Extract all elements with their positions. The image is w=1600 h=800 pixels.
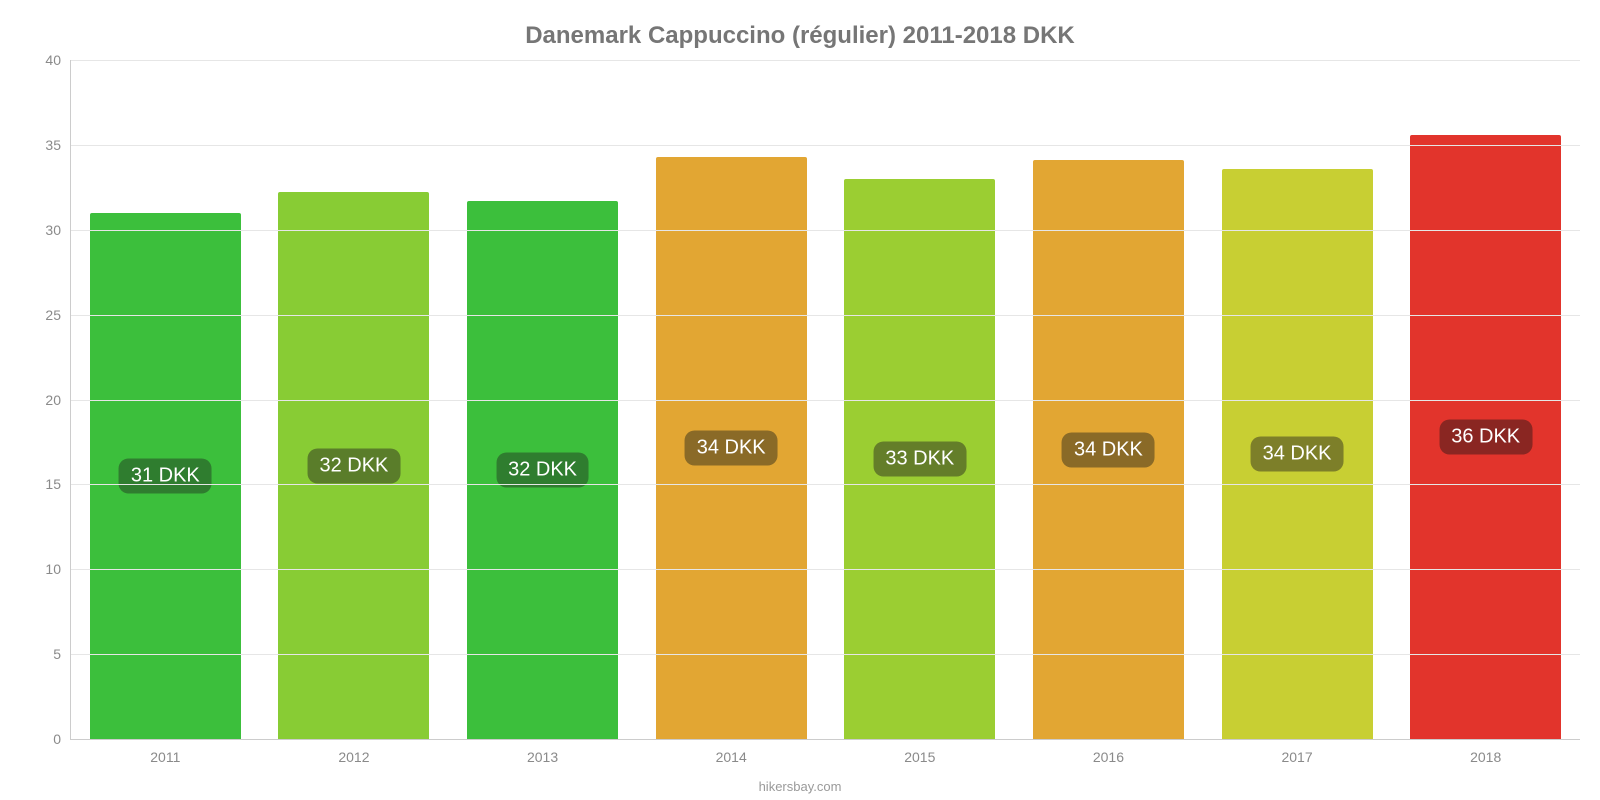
y-tick-label: 30	[45, 222, 71, 238]
x-tick-label: 2016	[1093, 739, 1124, 765]
gridline	[71, 145, 1580, 146]
bar-value-label: 33 DKK	[873, 441, 966, 476]
y-tick-label: 25	[45, 307, 71, 323]
plot-area: 31 DKK201132 DKK201232 DKK201334 DKK2014…	[70, 60, 1580, 740]
bar-value-label: 31 DKK	[119, 458, 212, 493]
gridline	[71, 230, 1580, 231]
y-tick-label: 20	[45, 392, 71, 408]
y-tick-label: 5	[53, 646, 71, 662]
x-tick-label: 2013	[527, 739, 558, 765]
bar-value-label: 36 DKK	[1439, 419, 1532, 454]
gridline	[71, 569, 1580, 570]
bar-value-label: 32 DKK	[307, 448, 400, 483]
bar-value-label: 34 DKK	[685, 430, 778, 465]
credit-text: hikersbay.com	[0, 779, 1600, 794]
y-tick-label: 35	[45, 137, 71, 153]
x-tick-label: 2015	[904, 739, 935, 765]
bar: 34 DKK	[656, 157, 807, 739]
x-tick-label: 2012	[338, 739, 369, 765]
x-tick-label: 2018	[1470, 739, 1501, 765]
x-tick-label: 2017	[1281, 739, 1312, 765]
bar-value-label: 34 DKK	[1062, 432, 1155, 467]
y-tick-label: 15	[45, 476, 71, 492]
y-tick-label: 40	[45, 52, 71, 68]
x-tick-label: 2011	[150, 739, 180, 765]
bar-value-label: 32 DKK	[496, 452, 589, 487]
bar: 32 DKK	[278, 192, 429, 739]
bar-value-label: 34 DKK	[1251, 436, 1344, 471]
x-tick-label: 2014	[716, 739, 747, 765]
bar: 36 DKK	[1410, 135, 1561, 739]
gridline	[71, 315, 1580, 316]
bar-chart: Danemark Cappuccino (régulier) 2011-2018…	[0, 0, 1600, 800]
gridline	[71, 60, 1580, 61]
y-tick-label: 10	[45, 561, 71, 577]
bar: 34 DKK	[1033, 160, 1184, 739]
bar: 32 DKK	[467, 201, 618, 739]
gridline	[71, 400, 1580, 401]
gridline	[71, 484, 1580, 485]
gridline	[71, 654, 1580, 655]
y-tick-label: 0	[53, 731, 71, 747]
bar: 31 DKK	[90, 213, 241, 739]
chart-title: Danemark Cappuccino (régulier) 2011-2018…	[0, 22, 1600, 50]
